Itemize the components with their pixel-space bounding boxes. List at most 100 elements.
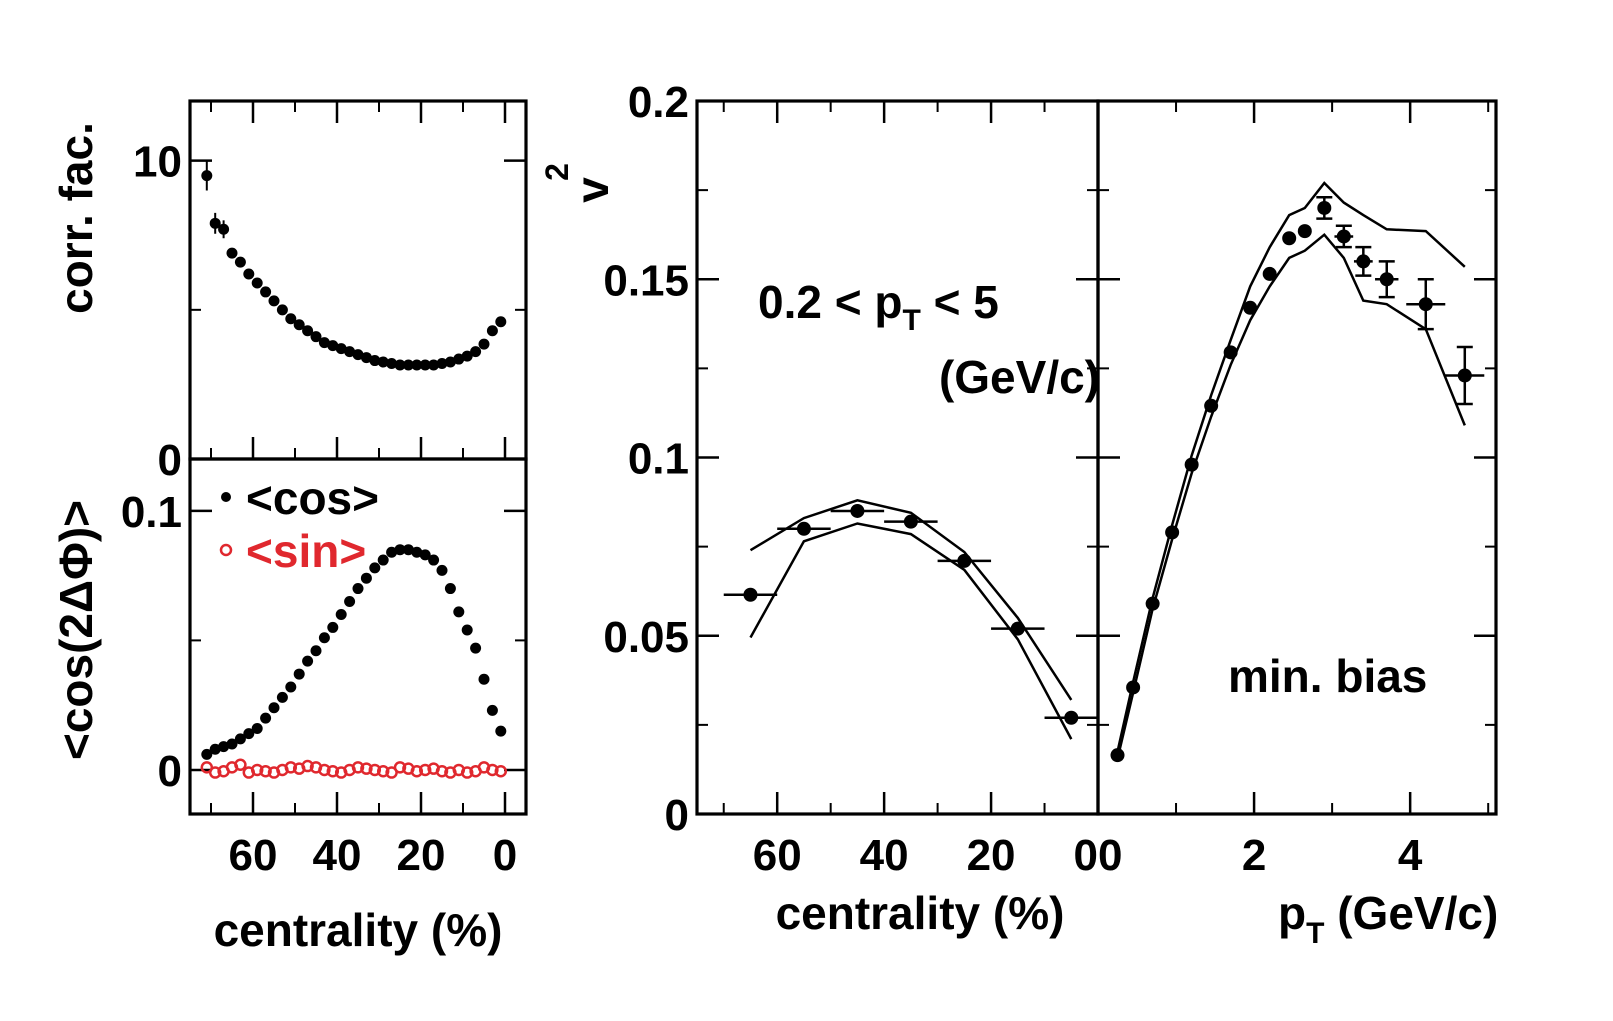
cos-point: [251, 722, 263, 734]
cos-point: [318, 632, 330, 644]
sys-lower-line: [1116, 232, 1466, 759]
cos-point: [461, 624, 473, 636]
sin-point: [376, 764, 390, 778]
sin-point: [460, 766, 474, 779]
cos-point: [402, 544, 414, 556]
legend-cos-label: <cos>: [246, 472, 379, 524]
panel-v2-centrality: 60 40 20 0 0 0.05 0.1 0.15 0.2 v2 centrality (%): [539, 78, 1100, 939]
cos-point: [201, 748, 213, 760]
cos-point: [293, 668, 305, 680]
x-tick-label: 2: [1242, 831, 1266, 880]
data-point: [495, 316, 507, 328]
annotations: 0.2 < pT < 5 (GeV/c) min. bias: [758, 276, 1427, 702]
data-point: [1297, 224, 1312, 239]
cos-point: [411, 546, 423, 558]
data-point: [850, 503, 865, 518]
data-point: [470, 346, 482, 358]
sin-point: [360, 762, 373, 775]
data-point: [352, 349, 364, 361]
data-point: [285, 313, 297, 325]
data-point: [1418, 297, 1433, 312]
data-point: [1282, 231, 1297, 246]
data-point: [327, 340, 339, 352]
cos-point: [285, 681, 297, 693]
data-point: [453, 353, 465, 365]
data-point: [461, 350, 473, 362]
cos-point: [268, 702, 280, 714]
cos-point: [486, 704, 498, 716]
data-point: [1184, 457, 1199, 472]
cos-point: [419, 549, 431, 561]
data-point: [436, 358, 448, 370]
y-axis-title-subscript: 2: [539, 163, 575, 181]
cos-point: [226, 738, 238, 750]
sin-point: [234, 758, 247, 772]
cos-point: [310, 645, 322, 657]
cos-point: [386, 546, 398, 558]
cos-point: [453, 606, 465, 618]
x-tick-label: 0: [1098, 831, 1122, 880]
data-point: [243, 268, 255, 280]
x-tick-label: 0: [493, 831, 517, 880]
data-point: [743, 587, 758, 602]
panel-corr-fac: 0 10 corr. fac.: [50, 99, 528, 485]
legend-sin-label: <sin>: [246, 525, 366, 577]
cos-point: [428, 554, 440, 566]
x-tick-label: 40: [313, 831, 362, 880]
y-tick-label: 0: [665, 791, 689, 840]
data-point: [957, 553, 972, 568]
y-tick-label: 0.15: [603, 256, 689, 305]
cos-point: [352, 583, 364, 595]
cos-point: [369, 562, 381, 574]
data-point: [318, 337, 330, 349]
data-point: [377, 356, 389, 368]
y-tick-label: 0: [158, 436, 182, 485]
y-tick-label: 0.05: [603, 613, 689, 662]
sys-upper-line: [749, 499, 1073, 701]
cos-point: [234, 733, 246, 745]
cos-point: [260, 712, 272, 724]
sin-point: [410, 764, 424, 778]
axes-frame: [188, 99, 528, 461]
data-point: [402, 359, 414, 371]
data-point: [428, 359, 440, 371]
x-tick-label: 20: [967, 831, 1016, 880]
data-point: [419, 359, 431, 371]
pt-range-subscript: T: [902, 304, 920, 337]
x-tick-label: 4: [1398, 831, 1423, 880]
data-point: [302, 325, 314, 337]
cos-point: [218, 741, 230, 753]
data-point: [344, 346, 356, 358]
sin-point: [259, 764, 272, 778]
cos-point: [276, 691, 288, 703]
pt-range-units: (GeV/c): [939, 351, 1100, 403]
data-point: [1379, 272, 1394, 287]
sin-point: [486, 763, 499, 777]
sys-lower-line: [749, 522, 1073, 740]
data-point: [293, 319, 305, 331]
y-tick-label: 10: [133, 138, 182, 187]
x-axis-title: centrality (%): [776, 887, 1065, 939]
sys-upper-line: [1116, 181, 1466, 752]
cos-point: [436, 564, 448, 576]
data-point: [386, 358, 398, 370]
data-point: [1243, 300, 1258, 315]
cos-point: [495, 725, 507, 737]
data-point: [411, 359, 423, 371]
data-point: [1204, 398, 1219, 413]
data-point: [1356, 254, 1371, 269]
data-point: [260, 286, 272, 298]
y-tick-label: 0.2: [628, 78, 689, 127]
data-point: [218, 223, 230, 235]
x-axis-title: pT (GeV/c): [1278, 887, 1498, 950]
data-point: [394, 359, 406, 371]
data-point: [796, 521, 811, 536]
data-point: [369, 355, 381, 367]
sin-point: [418, 763, 432, 777]
data-point: [444, 356, 456, 368]
sin-point: [284, 761, 298, 774]
y-axis-title: corr. fac.: [50, 122, 102, 314]
sin-point: [318, 763, 331, 777]
x-tick-label: 60: [229, 831, 278, 880]
